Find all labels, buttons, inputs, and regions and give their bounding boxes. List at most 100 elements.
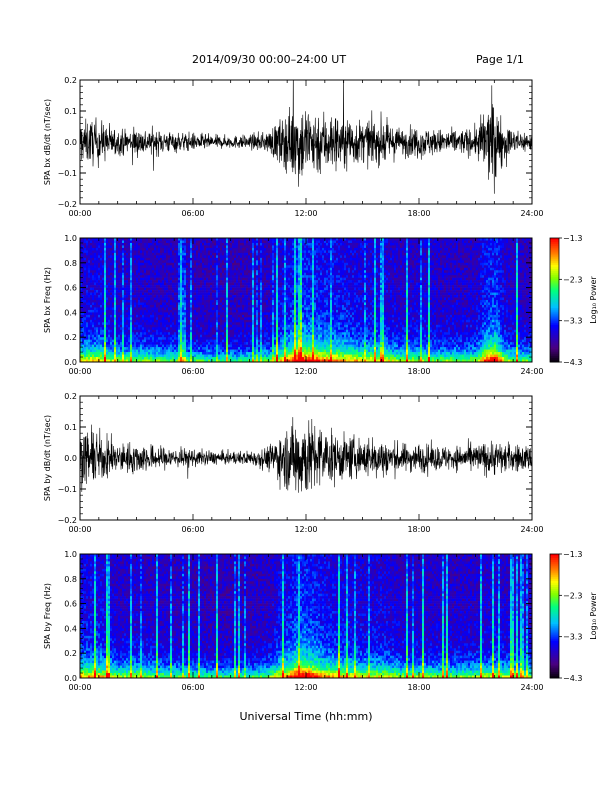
heatmap-cell bbox=[88, 253, 90, 256]
heatmap-cell bbox=[88, 335, 90, 338]
heatmap-cell bbox=[112, 275, 114, 278]
heatmap-cell bbox=[112, 270, 114, 273]
heatmap-cell bbox=[118, 268, 120, 271]
heatmap-cell bbox=[82, 317, 84, 320]
heatmap-cell bbox=[96, 307, 98, 310]
heatmap-cell bbox=[134, 280, 136, 283]
heatmap-cell bbox=[120, 300, 122, 303]
heatmap-cell bbox=[108, 307, 110, 310]
heatmap-cell bbox=[100, 288, 102, 291]
heatmap-cell bbox=[114, 330, 116, 333]
heatmap-cell bbox=[132, 332, 134, 335]
heatmap-cell bbox=[104, 330, 106, 333]
heatmap-cell bbox=[130, 320, 132, 323]
heatmap-cell bbox=[122, 347, 124, 350]
heatmap-cell bbox=[114, 298, 116, 301]
heatmap-cell bbox=[124, 298, 126, 301]
heatmap-cell bbox=[126, 250, 128, 253]
heatmap-cell bbox=[88, 265, 90, 268]
heatmap-cell bbox=[138, 295, 140, 298]
heatmap-cell bbox=[128, 315, 130, 318]
heatmap-cell bbox=[98, 322, 100, 325]
heatmap-cell bbox=[104, 310, 106, 313]
heatmap-cell bbox=[100, 273, 102, 276]
heatmap-cell bbox=[110, 265, 112, 268]
heatmap-cell bbox=[86, 280, 88, 283]
heatmap-cell bbox=[136, 332, 138, 335]
heatmap-cell bbox=[126, 307, 128, 310]
heatmap-cell bbox=[100, 332, 102, 335]
heatmap-cell bbox=[86, 295, 88, 298]
heatmap-cell bbox=[120, 337, 122, 340]
heatmap-cell bbox=[122, 342, 124, 345]
heatmap-cell bbox=[110, 270, 112, 273]
heatmap-cell bbox=[100, 255, 102, 258]
heatmap-cell bbox=[130, 255, 132, 258]
heatmap-cell bbox=[96, 320, 98, 323]
heatmap-cell bbox=[108, 273, 110, 276]
heatmap-cell bbox=[112, 310, 114, 313]
heatmap-cell bbox=[100, 268, 102, 271]
heatmap-cell bbox=[102, 325, 104, 328]
heatmap-cell bbox=[82, 278, 84, 281]
heatmap-cell bbox=[104, 325, 106, 328]
heatmap-cell bbox=[110, 307, 112, 310]
heatmap-cell bbox=[116, 273, 118, 276]
heatmap-cell bbox=[138, 285, 140, 288]
heatmap-cell bbox=[96, 347, 98, 350]
heatmap-cell bbox=[114, 322, 116, 325]
heatmap-cell bbox=[96, 245, 98, 248]
heatmap-cell bbox=[100, 298, 102, 301]
heatmap-cell bbox=[110, 325, 112, 328]
heatmap-cell bbox=[102, 285, 104, 288]
heatmap-cell bbox=[112, 322, 114, 325]
heatmap-cell bbox=[136, 290, 138, 293]
heatmap-cell bbox=[88, 295, 90, 298]
heatmap-cell bbox=[94, 243, 96, 246]
heatmap-cell bbox=[124, 307, 126, 310]
heatmap-cell bbox=[92, 255, 94, 258]
heatmap-cell bbox=[90, 270, 92, 273]
heatmap-cell bbox=[106, 355, 108, 358]
heatmap-cell bbox=[138, 283, 140, 286]
heatmap-cell bbox=[94, 278, 96, 281]
heatmap-cell bbox=[114, 337, 116, 340]
heatmap-cell bbox=[118, 295, 120, 298]
heatmap-cell bbox=[86, 275, 88, 278]
heatmap-cell bbox=[122, 263, 124, 266]
heatmap-cell bbox=[94, 322, 96, 325]
heatmap-cell bbox=[104, 298, 106, 301]
heatmap-cell bbox=[130, 280, 132, 283]
heatmap-cell bbox=[98, 298, 100, 301]
heatmap-cell bbox=[134, 327, 136, 330]
heatmap-cell bbox=[88, 337, 90, 340]
heatmap-cell bbox=[108, 337, 110, 340]
heatmap-cell bbox=[120, 325, 122, 328]
heatmap-cell bbox=[82, 307, 84, 310]
heatmap-cell bbox=[106, 325, 108, 328]
heatmap-cell bbox=[136, 355, 138, 358]
heatmap-cell bbox=[130, 285, 132, 288]
heatmap-cell bbox=[94, 293, 96, 296]
heatmap-cell bbox=[92, 258, 94, 261]
heatmap-cell bbox=[120, 273, 122, 276]
heatmap-cell bbox=[94, 245, 96, 248]
heatmap-cell bbox=[96, 270, 98, 273]
heatmap-cell bbox=[88, 250, 90, 253]
heatmap-cell bbox=[124, 288, 126, 291]
heatmap-cell bbox=[102, 240, 104, 243]
heatmap-cell bbox=[84, 347, 86, 350]
heatmap-cell bbox=[126, 280, 128, 283]
heatmap-cell bbox=[96, 302, 98, 305]
heatmap-cell bbox=[90, 327, 92, 330]
heatmap-cell bbox=[132, 352, 134, 355]
heatmap-cell bbox=[122, 340, 124, 343]
heatmap-cell bbox=[116, 320, 118, 323]
heatmap-cell bbox=[100, 300, 102, 303]
heatmap-cell bbox=[96, 298, 98, 301]
heatmap-cell bbox=[110, 322, 112, 325]
heatmap-cell bbox=[92, 300, 94, 303]
heatmap-cell bbox=[102, 305, 104, 308]
heatmap-cell bbox=[88, 258, 90, 261]
heatmap-cell bbox=[126, 245, 128, 248]
